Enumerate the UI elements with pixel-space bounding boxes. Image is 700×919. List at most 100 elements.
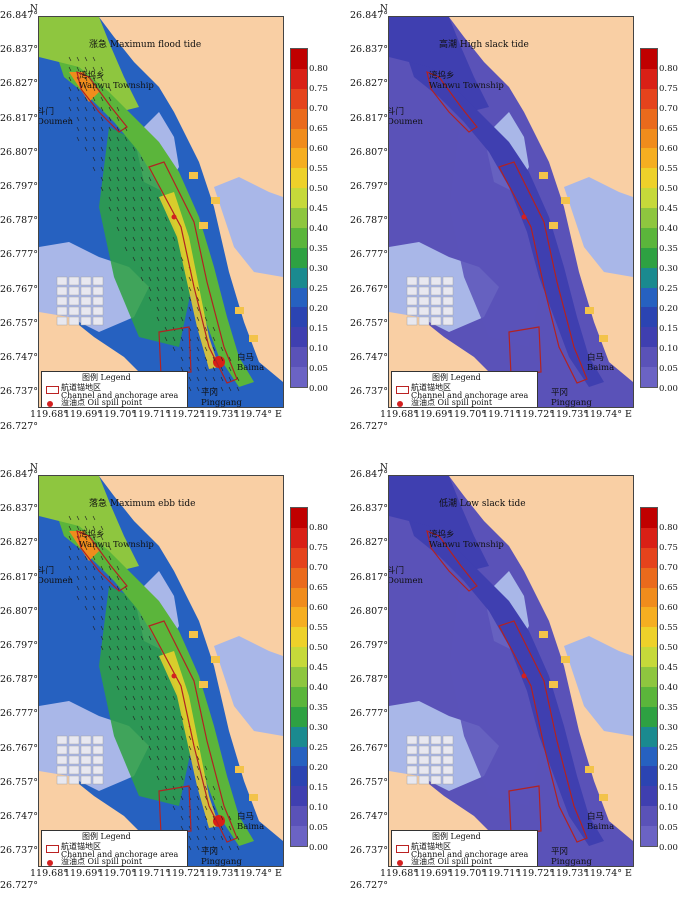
- velocity-arrow: [220, 825, 224, 831]
- legend-channel-en: Channel and anchorage area: [411, 391, 529, 400]
- colorbar-label: 0.40: [309, 683, 328, 693]
- velocity-arrow: [204, 845, 208, 851]
- velocity-arrow: [76, 565, 80, 571]
- latitude-tick-label: 26.797°: [350, 640, 388, 652]
- colorbar-swatch: [641, 547, 657, 568]
- velocity-arrow: [204, 815, 208, 821]
- velocity-arrow: [108, 665, 112, 671]
- dock-structure: [189, 631, 198, 638]
- velocity-arrow: [156, 655, 160, 661]
- legend-title: 图例 Legend: [82, 832, 131, 841]
- velocity-arrow: [148, 266, 152, 272]
- dock-structure: [211, 197, 220, 204]
- velocity-arrow: [180, 306, 184, 312]
- velocity-arrow: [172, 276, 176, 282]
- velocity-arrow: [76, 555, 80, 561]
- place-label-pinggang: 平冈 Pinggang: [201, 388, 242, 408]
- colorbar-swatch: [291, 527, 307, 548]
- longitude-tick-label: 119.72°: [516, 868, 554, 879]
- velocity-arrow: [172, 256, 176, 262]
- velocity-arrow: [140, 216, 144, 222]
- latitude-tick-label: 26.827°: [350, 537, 388, 549]
- velocity-arrow: [84, 146, 88, 152]
- velocity-arrow: [196, 356, 200, 362]
- north-channel: [389, 476, 489, 571]
- velocity-arrow: [196, 366, 200, 372]
- mariculture-patch: [92, 735, 104, 745]
- longitude-tick-label: 119.73°: [200, 409, 238, 420]
- mariculture-patch: [442, 286, 454, 296]
- velocity-arrow: [156, 206, 160, 212]
- mariculture-patch: [68, 296, 80, 306]
- mariculture-patch: [92, 745, 104, 755]
- mariculture-patch: [56, 296, 68, 306]
- mariculture-patch: [68, 775, 80, 785]
- velocity-arrow: [92, 66, 96, 72]
- mariculture-patch: [406, 765, 418, 775]
- colorbar-swatch: [291, 587, 307, 608]
- velocity-arrow: [84, 136, 88, 142]
- velocity-arrow: [76, 96, 80, 102]
- velocity-arrow: [148, 296, 152, 302]
- velocity-arrow: [156, 715, 160, 721]
- velocity-arrow: [172, 755, 176, 761]
- mariculture-patch: [92, 775, 104, 785]
- velocity-arrow: [156, 675, 160, 681]
- colorbar-label: 0.65: [309, 583, 328, 593]
- velocity-arrow: [124, 176, 128, 182]
- velocity-arrow: [204, 765, 208, 771]
- velocity-arrow: [196, 765, 200, 771]
- colorbar-swatch: [641, 227, 657, 248]
- dock-structure: [199, 222, 208, 229]
- dock-structure: [249, 335, 258, 342]
- mid-water-zone: [449, 586, 544, 806]
- latitude-tick-label: 26.727°: [350, 420, 388, 432]
- velocity-arrow: [108, 555, 112, 561]
- colorbar-swatch: [641, 587, 657, 608]
- colorbar-swatch: [641, 128, 657, 149]
- velocity-arrow: [172, 306, 176, 312]
- velocity-arrow: [108, 86, 112, 92]
- velocity-arrow: [172, 266, 176, 272]
- colorbar-swatch: [291, 247, 307, 268]
- velocity-arrow: [188, 296, 192, 302]
- mariculture-patch: [68, 276, 80, 286]
- channel-anchorage-area: [158, 785, 192, 835]
- colorbar-label: 0.70: [659, 563, 678, 573]
- place-label-wanwu: 湾坞乡 Wanwu Township: [79, 71, 154, 91]
- legend-channel-cn: 航道锚地区: [411, 842, 451, 851]
- place-label-baima: 白马 Baima: [237, 353, 265, 373]
- velocity-arrow: [108, 136, 112, 142]
- colorbar-swatch: [641, 527, 657, 548]
- dock-structure: [539, 631, 548, 638]
- velocity-arrow: [124, 186, 128, 192]
- velocity-arrow: [196, 755, 200, 761]
- mariculture-patch: [92, 765, 104, 775]
- mariculture-patch: [80, 765, 92, 775]
- velocity-arrow: [92, 575, 96, 581]
- velocity-arrow: [116, 575, 120, 581]
- velocity-arrow: [100, 575, 104, 581]
- velocity-arrow: [196, 326, 200, 332]
- velocity-arrow: [180, 715, 184, 721]
- latitude-tick-label: 26.807°: [350, 146, 388, 158]
- velocity-arrow: [108, 635, 112, 641]
- velocity-arrow: [188, 845, 192, 851]
- latitude-tick-label: 26.747°: [350, 811, 388, 823]
- place-label-doumen: 斗门 Doumen: [388, 566, 423, 586]
- mariculture-patch: [68, 735, 80, 745]
- velocity-arrow: [164, 296, 168, 302]
- mariculture-patch: [56, 286, 68, 296]
- velocity-arrow: [84, 66, 88, 72]
- colorbar-label: 0.15: [309, 783, 328, 793]
- latitude-tick-label: 26.777°: [0, 249, 38, 261]
- velocity-arrow: [180, 366, 184, 372]
- legend-channel-cn: 航道锚地区: [61, 383, 101, 392]
- colorbar-swatch: [641, 786, 657, 807]
- velocity-arrow: [140, 655, 144, 661]
- colorbar-swatch: [291, 128, 307, 149]
- velocity-arrow: [92, 625, 96, 631]
- latitude-tick-label: 26.837°: [350, 503, 388, 515]
- velocity-arrow: [212, 376, 216, 382]
- velocity-arrow: [172, 725, 176, 731]
